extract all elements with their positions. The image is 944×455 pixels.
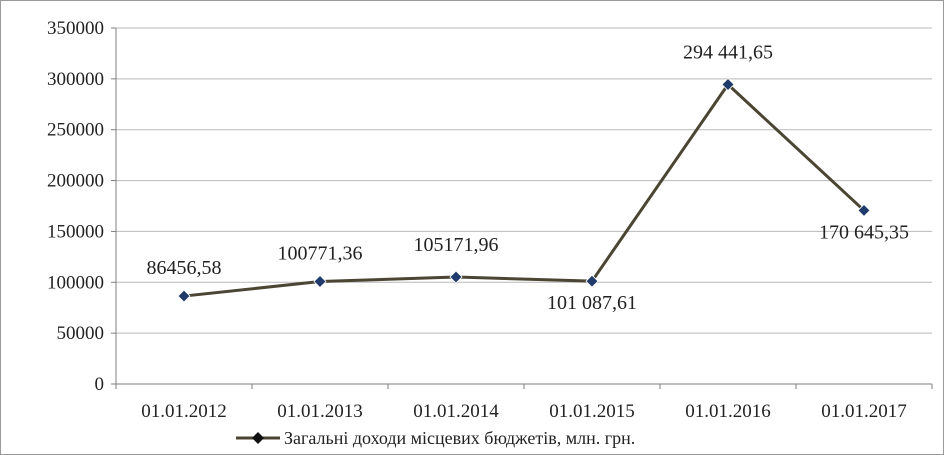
x-tick-label: 01.01.2012 xyxy=(141,401,227,422)
legend-marker-swatch xyxy=(252,432,264,444)
y-axis-ticks: 0 50000 100000 150000 200000 250000 300000 3500… xyxy=(47,18,104,395)
data-label: 105171,96 xyxy=(414,234,499,256)
y-tick-label: 150000 xyxy=(47,221,104,242)
x-tick-label: 01.01.2013 xyxy=(277,401,363,422)
x-tick-label: 01.01.2015 xyxy=(549,401,635,422)
y-tick-label: 350000 xyxy=(47,18,104,39)
data-label: 86456,58 xyxy=(147,257,222,279)
data-label: 170 645,35 xyxy=(819,221,909,243)
series-line-path xyxy=(183,83,866,298)
y-tick-label: 200000 xyxy=(47,171,104,192)
data-labels: 86456,58 100771,36 105171,96 101 087,61 294 … xyxy=(147,42,910,315)
data-point-marker xyxy=(585,274,599,288)
y-tick-label: 0 xyxy=(95,374,105,395)
series-line xyxy=(183,83,866,298)
x-axis-ticks: 01.01.2012 01.01.2013 01.01.2014 01.01.2015… xyxy=(141,401,907,422)
series-markers xyxy=(177,77,871,303)
y-tick-label: 100000 xyxy=(47,272,104,293)
data-point-marker xyxy=(313,274,327,289)
y-tick-label: 300000 xyxy=(47,69,104,90)
data-point-marker xyxy=(177,289,191,303)
data-label: 101 087,61 xyxy=(547,292,637,314)
data-label: 100771,36 xyxy=(278,243,363,265)
x-tick-label: 01.01.2014 xyxy=(413,401,499,422)
gridlines xyxy=(116,27,932,334)
data-point-marker xyxy=(721,77,735,92)
data-point-marker xyxy=(857,203,871,217)
x-tick-label: 01.01.2016 xyxy=(685,401,771,422)
data-point-marker xyxy=(449,270,463,284)
data-label: 294 441,65 xyxy=(683,42,773,64)
legend: Загальні доходи місцевих бюджетів, млн. … xyxy=(236,428,635,448)
axes xyxy=(111,27,933,389)
y-tick-label: 250000 xyxy=(47,120,104,141)
y-tick-label: 50000 xyxy=(57,323,105,344)
x-tick-label: 01.01.2017 xyxy=(821,401,907,422)
legend-label: Загальні доходи місцевих бюджетів, млн. … xyxy=(284,428,635,448)
